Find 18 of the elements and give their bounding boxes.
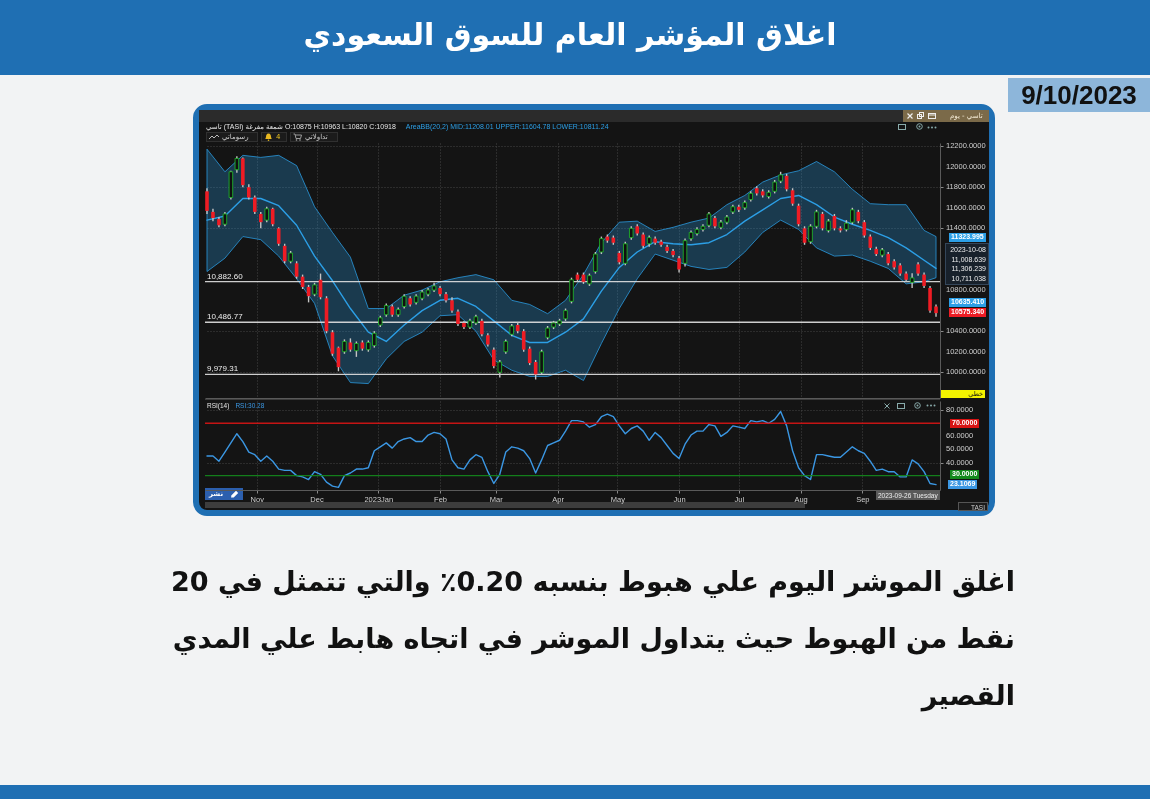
candlestick <box>205 187 209 215</box>
line-series <box>206 410 937 489</box>
candlestick <box>623 241 628 267</box>
ref-line-label: 9,979.31 <box>207 364 239 374</box>
candlestick <box>492 346 496 369</box>
candlestick <box>539 348 544 376</box>
candlestick <box>270 207 275 227</box>
candlestick <box>593 251 598 275</box>
text: 9/10/2023 <box>1008 78 1150 112</box>
text: اغلق الموشر اليوم علي هبوط بنسبه 0.20٪ والتي تتمثل في 20 نقط من الهبوط حيث يتداول الموشر في اتجاه هابط علي المدي القصير <box>169 565 1015 714</box>
ref-line-label: 10,486.77 <box>207 312 244 322</box>
candlestick <box>682 237 688 268</box>
chart-title: اغلاق المؤشر العام للسوق السعودي <box>302 16 838 55</box>
candlestick <box>253 194 257 215</box>
ref-line-label: 10,882.60 <box>207 271 244 281</box>
candlestick <box>569 277 574 305</box>
line-series <box>206 194 937 344</box>
candlestick <box>928 285 932 314</box>
